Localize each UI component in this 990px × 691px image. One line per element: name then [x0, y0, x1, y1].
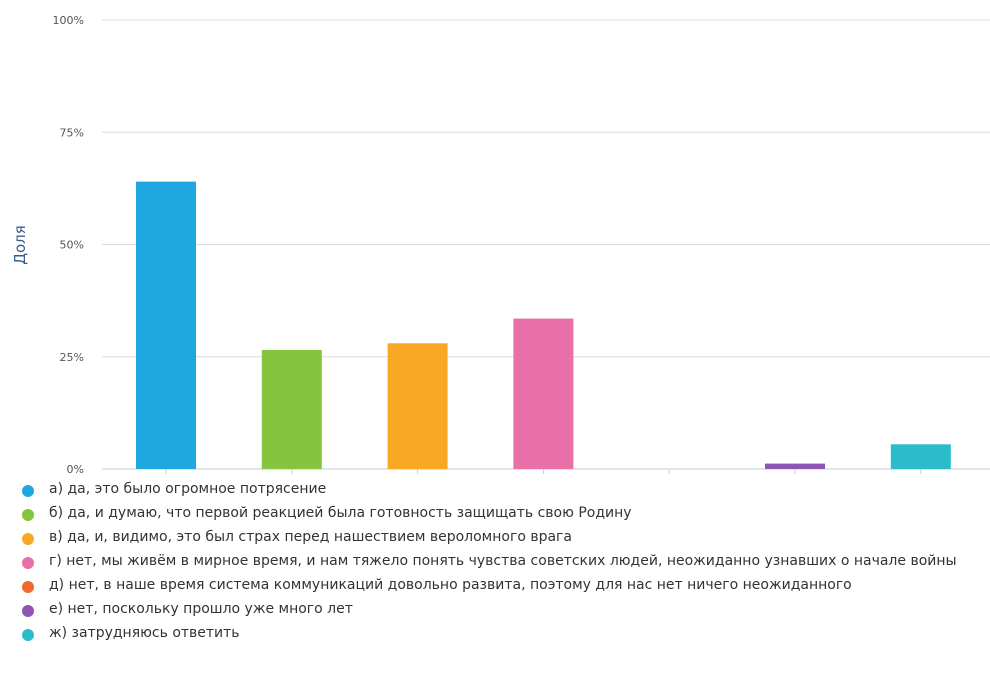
- legend-label: в) да, и, видимо, это был страх перед на…: [49, 529, 572, 545]
- bar: [387, 343, 448, 469]
- legend-dot-icon: [22, 485, 34, 497]
- legend-item[interactable]: ж) затрудняюсь ответить: [20, 625, 985, 642]
- legend-dot-icon: [22, 557, 34, 569]
- legend-item[interactable]: д) нет, в наше время система коммуникаци…: [20, 577, 985, 594]
- legend-dot-icon: [22, 605, 34, 617]
- legend-dot-icon: [22, 509, 34, 521]
- legend-item[interactable]: в) да, и, видимо, это был страх перед на…: [20, 529, 985, 546]
- y-tick-labels: 0% 25% 50% 75% 100%: [53, 14, 84, 476]
- bars: [136, 181, 951, 469]
- legend-dot-icon: [22, 533, 34, 545]
- x-tick-marks: [165, 469, 922, 474]
- legend: а) да, это было огромное потрясение б) да…: [20, 481, 985, 642]
- legend-label: д) нет, в наше время система коммуникаци…: [49, 577, 852, 593]
- legend-item[interactable]: б) да, и думаю, что первой реакцией была…: [20, 505, 985, 522]
- y-tick-label: 50%: [60, 239, 84, 252]
- legend-dot-icon: [22, 629, 34, 641]
- legend-dot-icon: [22, 581, 34, 593]
- bar-chart: 0% 25% 50% 75% 100% Доля: [11, 14, 990, 476]
- y-tick-label: 0%: [67, 463, 84, 476]
- legend-item[interactable]: а) да, это было огромное потрясение: [20, 481, 985, 498]
- y-tick-label: 75%: [60, 126, 84, 139]
- bar: [261, 350, 322, 469]
- legend-label: е) нет, поскольку прошло уже много лет: [49, 601, 353, 617]
- bar: [513, 318, 574, 469]
- legend-label: г) нет, мы живём в мирное время, и нам т…: [49, 553, 957, 569]
- legend-label: а) да, это было огромное потрясение: [49, 481, 327, 497]
- gridlines: [102, 19, 990, 470]
- legend-label: б) да, и думаю, что первой реакцией была…: [49, 505, 632, 521]
- legend-item[interactable]: г) нет, мы живём в мирное время, и нам т…: [20, 553, 985, 570]
- bar: [136, 181, 196, 469]
- legend-label: ж) затрудняюсь ответить: [49, 625, 240, 641]
- y-tick-label: 25%: [60, 351, 84, 364]
- y-tick-label: 100%: [53, 14, 84, 27]
- y-axis-label: Доля: [11, 225, 29, 265]
- legend-item[interactable]: е) нет, поскольку прошло уже много лет: [20, 601, 985, 618]
- bar: [890, 444, 951, 469]
- bar: [765, 463, 825, 469]
